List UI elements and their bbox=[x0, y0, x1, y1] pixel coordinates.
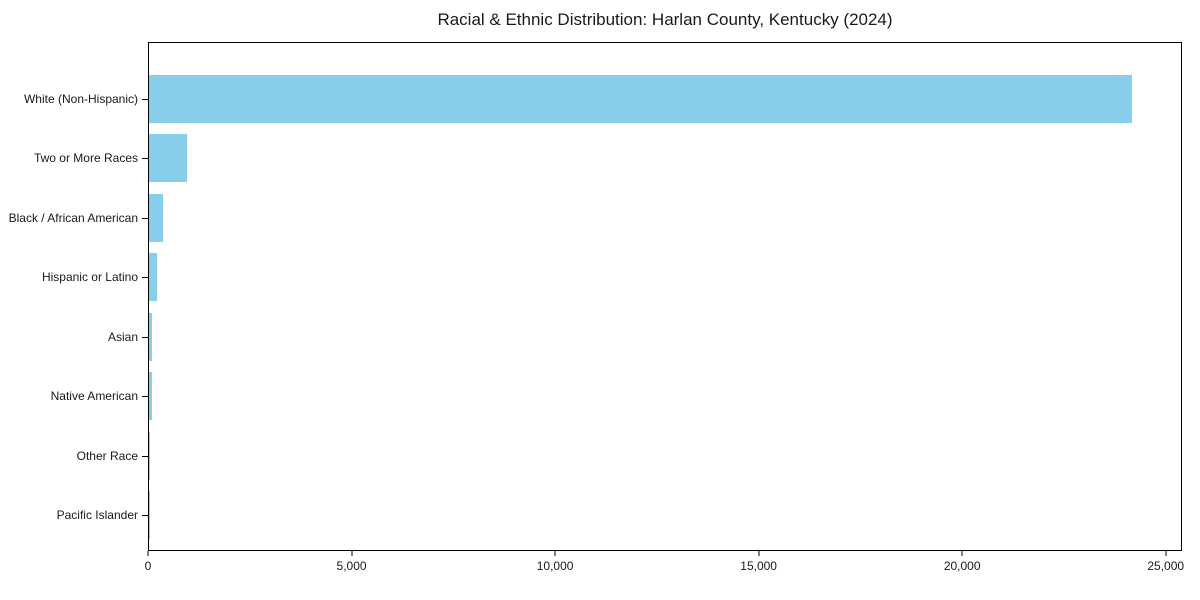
y-tick-mark bbox=[142, 277, 148, 279]
y-tick-mark bbox=[142, 158, 148, 160]
y-tick-label: Two or More Races bbox=[33, 151, 138, 166]
x-tick-label: 25,000 bbox=[1147, 559, 1185, 573]
chart-title: Racial & Ethnic Distribution: Harlan Cou… bbox=[437, 10, 893, 29]
plot-area: White (Non-Hispanic) Two or More Races Bla… bbox=[9, 42, 1182, 551]
x-tick-mark bbox=[351, 551, 353, 556]
y-tick-label: Other Race bbox=[76, 448, 138, 463]
chart-row-two-or-more-races: Two or More Races bbox=[34, 129, 1181, 189]
bar-other-race bbox=[149, 431, 151, 480]
chart-row-pacific-islander: Pacific Islander bbox=[57, 486, 1181, 546]
x-axis: 0 5,000 10,000 15,000 20,000 25,000 bbox=[144, 551, 1185, 581]
y-tick-label: Asian bbox=[107, 329, 138, 344]
bars-container: White (Non-Hispanic) Two or More Races Bla… bbox=[9, 43, 1181, 550]
x-tick-mark bbox=[147, 551, 149, 556]
y-tick-label: Black / African American bbox=[8, 210, 138, 225]
y-tick-mark bbox=[142, 336, 148, 338]
y-tick-mark bbox=[142, 396, 148, 398]
chart-row-white-non-hispanic: White (Non-Hispanic) bbox=[24, 69, 1181, 129]
chart-row-black-african-american: Black / African American bbox=[9, 188, 1181, 248]
chart-row-other-race: Other Race bbox=[77, 426, 1181, 486]
y-tick-mark bbox=[142, 455, 148, 457]
y-tick-label: Hispanic or Latino bbox=[41, 270, 138, 285]
chart-row-asian: Asian bbox=[108, 307, 1181, 367]
x-tick-label: 15,000 bbox=[740, 559, 777, 573]
x-tick-label: 0 bbox=[144, 559, 152, 573]
x-tick-mark bbox=[961, 551, 963, 556]
x-tick-mark bbox=[554, 551, 556, 556]
bar-black-african-american bbox=[149, 193, 163, 242]
bar-white-non-hispanic bbox=[149, 74, 1132, 123]
y-tick-label: Pacific Islander bbox=[56, 508, 138, 523]
bar-asian bbox=[149, 312, 152, 361]
y-tick-mark bbox=[142, 217, 148, 219]
bar-hispanic-or-latino bbox=[149, 253, 157, 302]
y-tick-mark bbox=[142, 515, 148, 517]
x-tick-mark bbox=[1165, 551, 1167, 556]
x-tick-mark bbox=[758, 551, 760, 556]
x-tick-label: 5,000 bbox=[336, 559, 367, 573]
y-tick-label: Native American bbox=[50, 389, 138, 404]
bar-native-american bbox=[149, 372, 152, 421]
chart-row-native-american: Native American bbox=[51, 367, 1181, 427]
chart-row-hispanic-or-latino: Hispanic or Latino bbox=[42, 248, 1181, 308]
x-tick-label: 10,000 bbox=[536, 559, 574, 573]
x-tick-label: 20,000 bbox=[943, 559, 981, 573]
y-tick-mark bbox=[142, 98, 148, 100]
bar-two-or-more-races bbox=[149, 134, 187, 183]
y-tick-label: White (Non-Hispanic) bbox=[23, 91, 138, 106]
